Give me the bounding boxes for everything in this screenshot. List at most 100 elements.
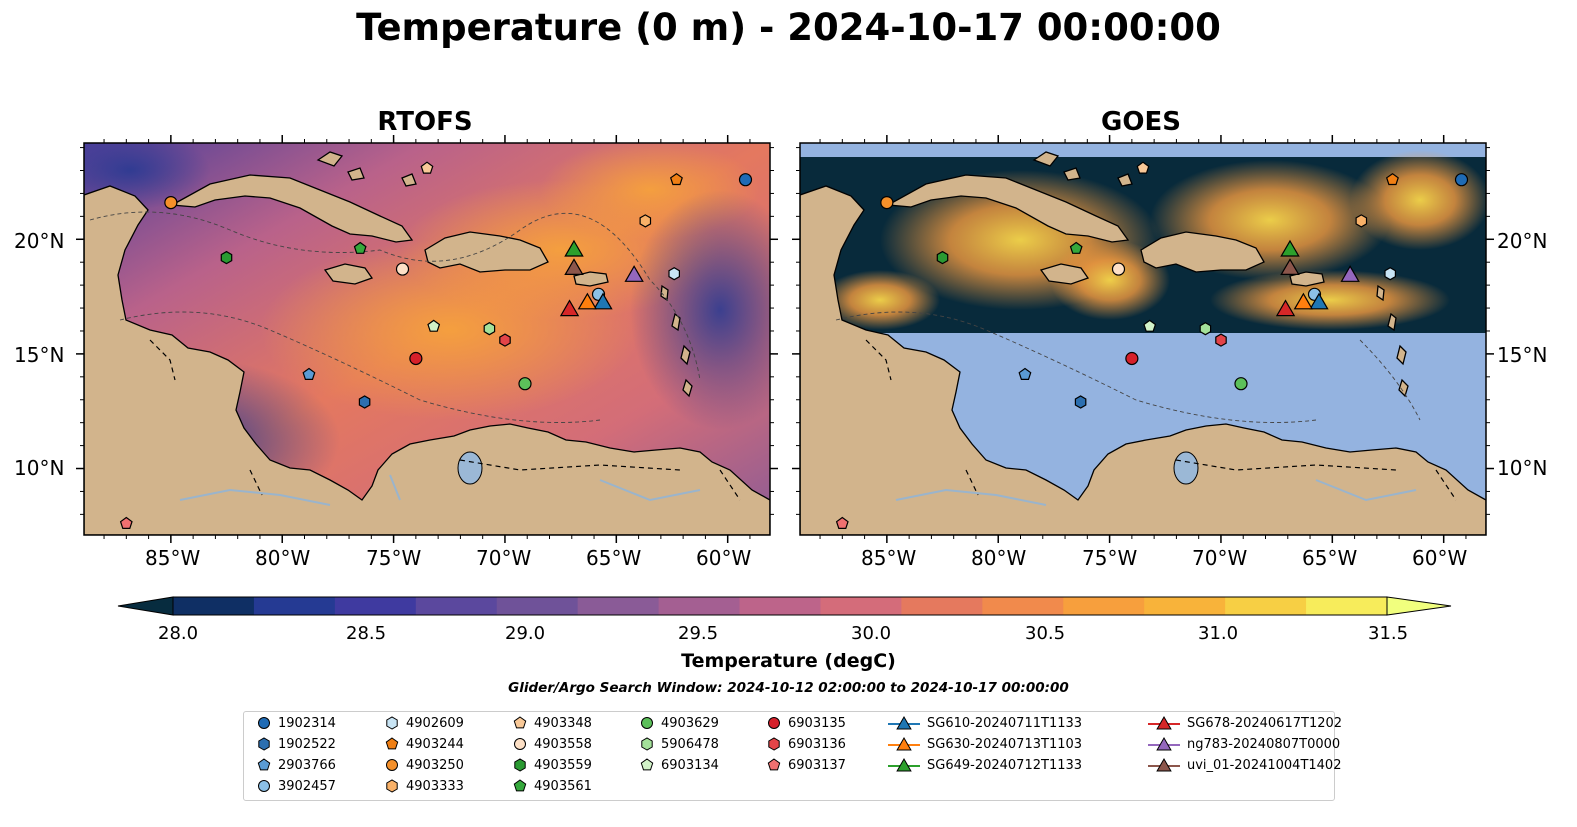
colorbar-segment <box>658 597 741 615</box>
pentagon-marker-icon <box>257 758 271 771</box>
station-marker <box>880 196 894 210</box>
circle-marker-icon <box>258 717 270 729</box>
pentagon-marker-icon <box>513 716 527 729</box>
glider-marker <box>624 265 644 282</box>
colorbar-segment <box>415 597 498 615</box>
legend-label: 6903136 <box>788 736 846 752</box>
figure-title: Temperature (0 m) - 2024-10-17 00:00:00 <box>356 6 1221 49</box>
legend-label: 2903766 <box>278 757 336 773</box>
legend-item: 4903559 <box>512 755 592 775</box>
colorbar-frame <box>172 596 1388 616</box>
legend-label: 3902457 <box>278 778 336 794</box>
legend-item: 5906478 <box>639 734 719 754</box>
lon-tick-label: 80°W <box>255 546 311 570</box>
legend-item: 6903134 <box>639 755 719 775</box>
legend-label: 5906478 <box>661 736 719 752</box>
legend-item: 6903137 <box>766 755 846 775</box>
circle-marker-icon <box>386 759 398 771</box>
glider-marker <box>564 239 584 257</box>
legend-label: 4903250 <box>406 757 464 773</box>
lon-tick-label: 70°W <box>1192 546 1248 570</box>
station-marker <box>1125 351 1139 366</box>
colorbar-segment <box>1225 597 1307 615</box>
station-marker <box>119 516 133 530</box>
legend-item: SG630-20240713T1103 <box>887 734 1082 754</box>
pentagon-marker-icon <box>385 737 399 750</box>
legend-item: SG610-20240711T1133 <box>887 713 1082 733</box>
station-marker <box>835 516 849 530</box>
station-marker <box>1384 267 1397 281</box>
station-marker <box>302 367 316 380</box>
legend-item: 6903135 <box>766 713 846 733</box>
legend-item: 4903348 <box>512 713 592 733</box>
hexagon-marker-icon <box>641 737 653 751</box>
circle-marker-icon <box>641 717 653 729</box>
station-marker <box>1234 377 1248 391</box>
glider-marker <box>1293 292 1314 310</box>
lon-tick-label: 65°W <box>586 546 642 570</box>
station-marker <box>669 172 683 186</box>
station-marker <box>1074 395 1087 409</box>
station-marker <box>1069 241 1083 254</box>
legend-label: 6903134 <box>661 757 719 773</box>
lon-tick-label: 70°W <box>476 546 532 570</box>
legend-label: SG678-20240617T1202 <box>1187 715 1343 731</box>
station-marker <box>220 250 233 265</box>
legend-item: 4903629 <box>639 713 719 733</box>
station-marker <box>738 173 753 187</box>
station-marker <box>1385 172 1399 186</box>
lon-tick-label: 60°W <box>696 546 752 570</box>
station-marker <box>1143 319 1157 332</box>
maps-svg <box>76 135 1494 543</box>
lon-tick-label: 80°W <box>971 546 1027 570</box>
lat-tick-label: 15°N <box>14 343 65 367</box>
glider-marker <box>1280 239 1300 257</box>
legend-label: SG610-20240711T1133 <box>927 715 1083 731</box>
legend-label: uvi_01-20241004T1402 <box>1187 757 1342 773</box>
lon-tick-label: 85°W <box>145 546 201 570</box>
legend-label: 4903561 <box>534 778 592 794</box>
lat-tick-label: 10°N <box>1497 456 1548 480</box>
colorbar-label: Temperature (degC) <box>681 650 896 672</box>
colorbar-tick-label: 31.0 <box>1198 623 1239 644</box>
pentagon-marker-icon <box>513 779 527 792</box>
panel-title-rtofs: RTOFS <box>377 107 473 137</box>
triangle-marker-icon <box>888 757 920 772</box>
station-marker <box>518 377 532 391</box>
glider-marker <box>1340 265 1360 282</box>
glider-marker <box>564 258 584 275</box>
circle-marker-icon <box>514 738 526 750</box>
colorbar-segment <box>739 597 822 615</box>
legend-item: 4903333 <box>384 776 464 796</box>
glider-marker <box>559 299 580 317</box>
colorbar <box>117 596 1452 616</box>
station-marker <box>1355 214 1368 228</box>
station-marker <box>420 161 434 174</box>
triangle-marker-icon <box>888 736 920 751</box>
colorbar-tick-label: 29.0 <box>505 623 546 644</box>
lat-tick-label: 10°N <box>14 456 65 480</box>
lat-tick-label: 20°N <box>14 229 65 253</box>
legend-item: SG649-20240712T1133 <box>887 755 1082 775</box>
station-marker <box>409 351 423 366</box>
legend-item: uvi_01-20241004T1402 <box>1147 755 1341 775</box>
station-marker <box>668 267 681 281</box>
hexagon-marker-icon <box>514 758 526 772</box>
hexagon-marker-icon <box>768 737 780 751</box>
legend-label: SG649-20240712T1133 <box>927 757 1083 773</box>
legend-item: 4903244 <box>384 734 464 754</box>
legend-label: 4903333 <box>406 778 464 794</box>
station-marker <box>1215 333 1227 347</box>
station-marker <box>936 250 949 265</box>
legend-label: 1902522 <box>278 736 336 752</box>
legend-label: 6903137 <box>788 757 846 773</box>
pentagon-marker-icon <box>640 758 654 771</box>
legend-label: SG630-20240713T1103 <box>927 736 1083 752</box>
colorbar-segment <box>982 597 1064 615</box>
legend-label: 4903348 <box>534 715 592 731</box>
map-panel-goes <box>800 143 1486 535</box>
legend-item: 6903136 <box>766 734 846 754</box>
colorbar-segment <box>173 597 255 615</box>
colorbar-segment <box>496 597 579 615</box>
triangle-marker-icon <box>1148 757 1180 772</box>
